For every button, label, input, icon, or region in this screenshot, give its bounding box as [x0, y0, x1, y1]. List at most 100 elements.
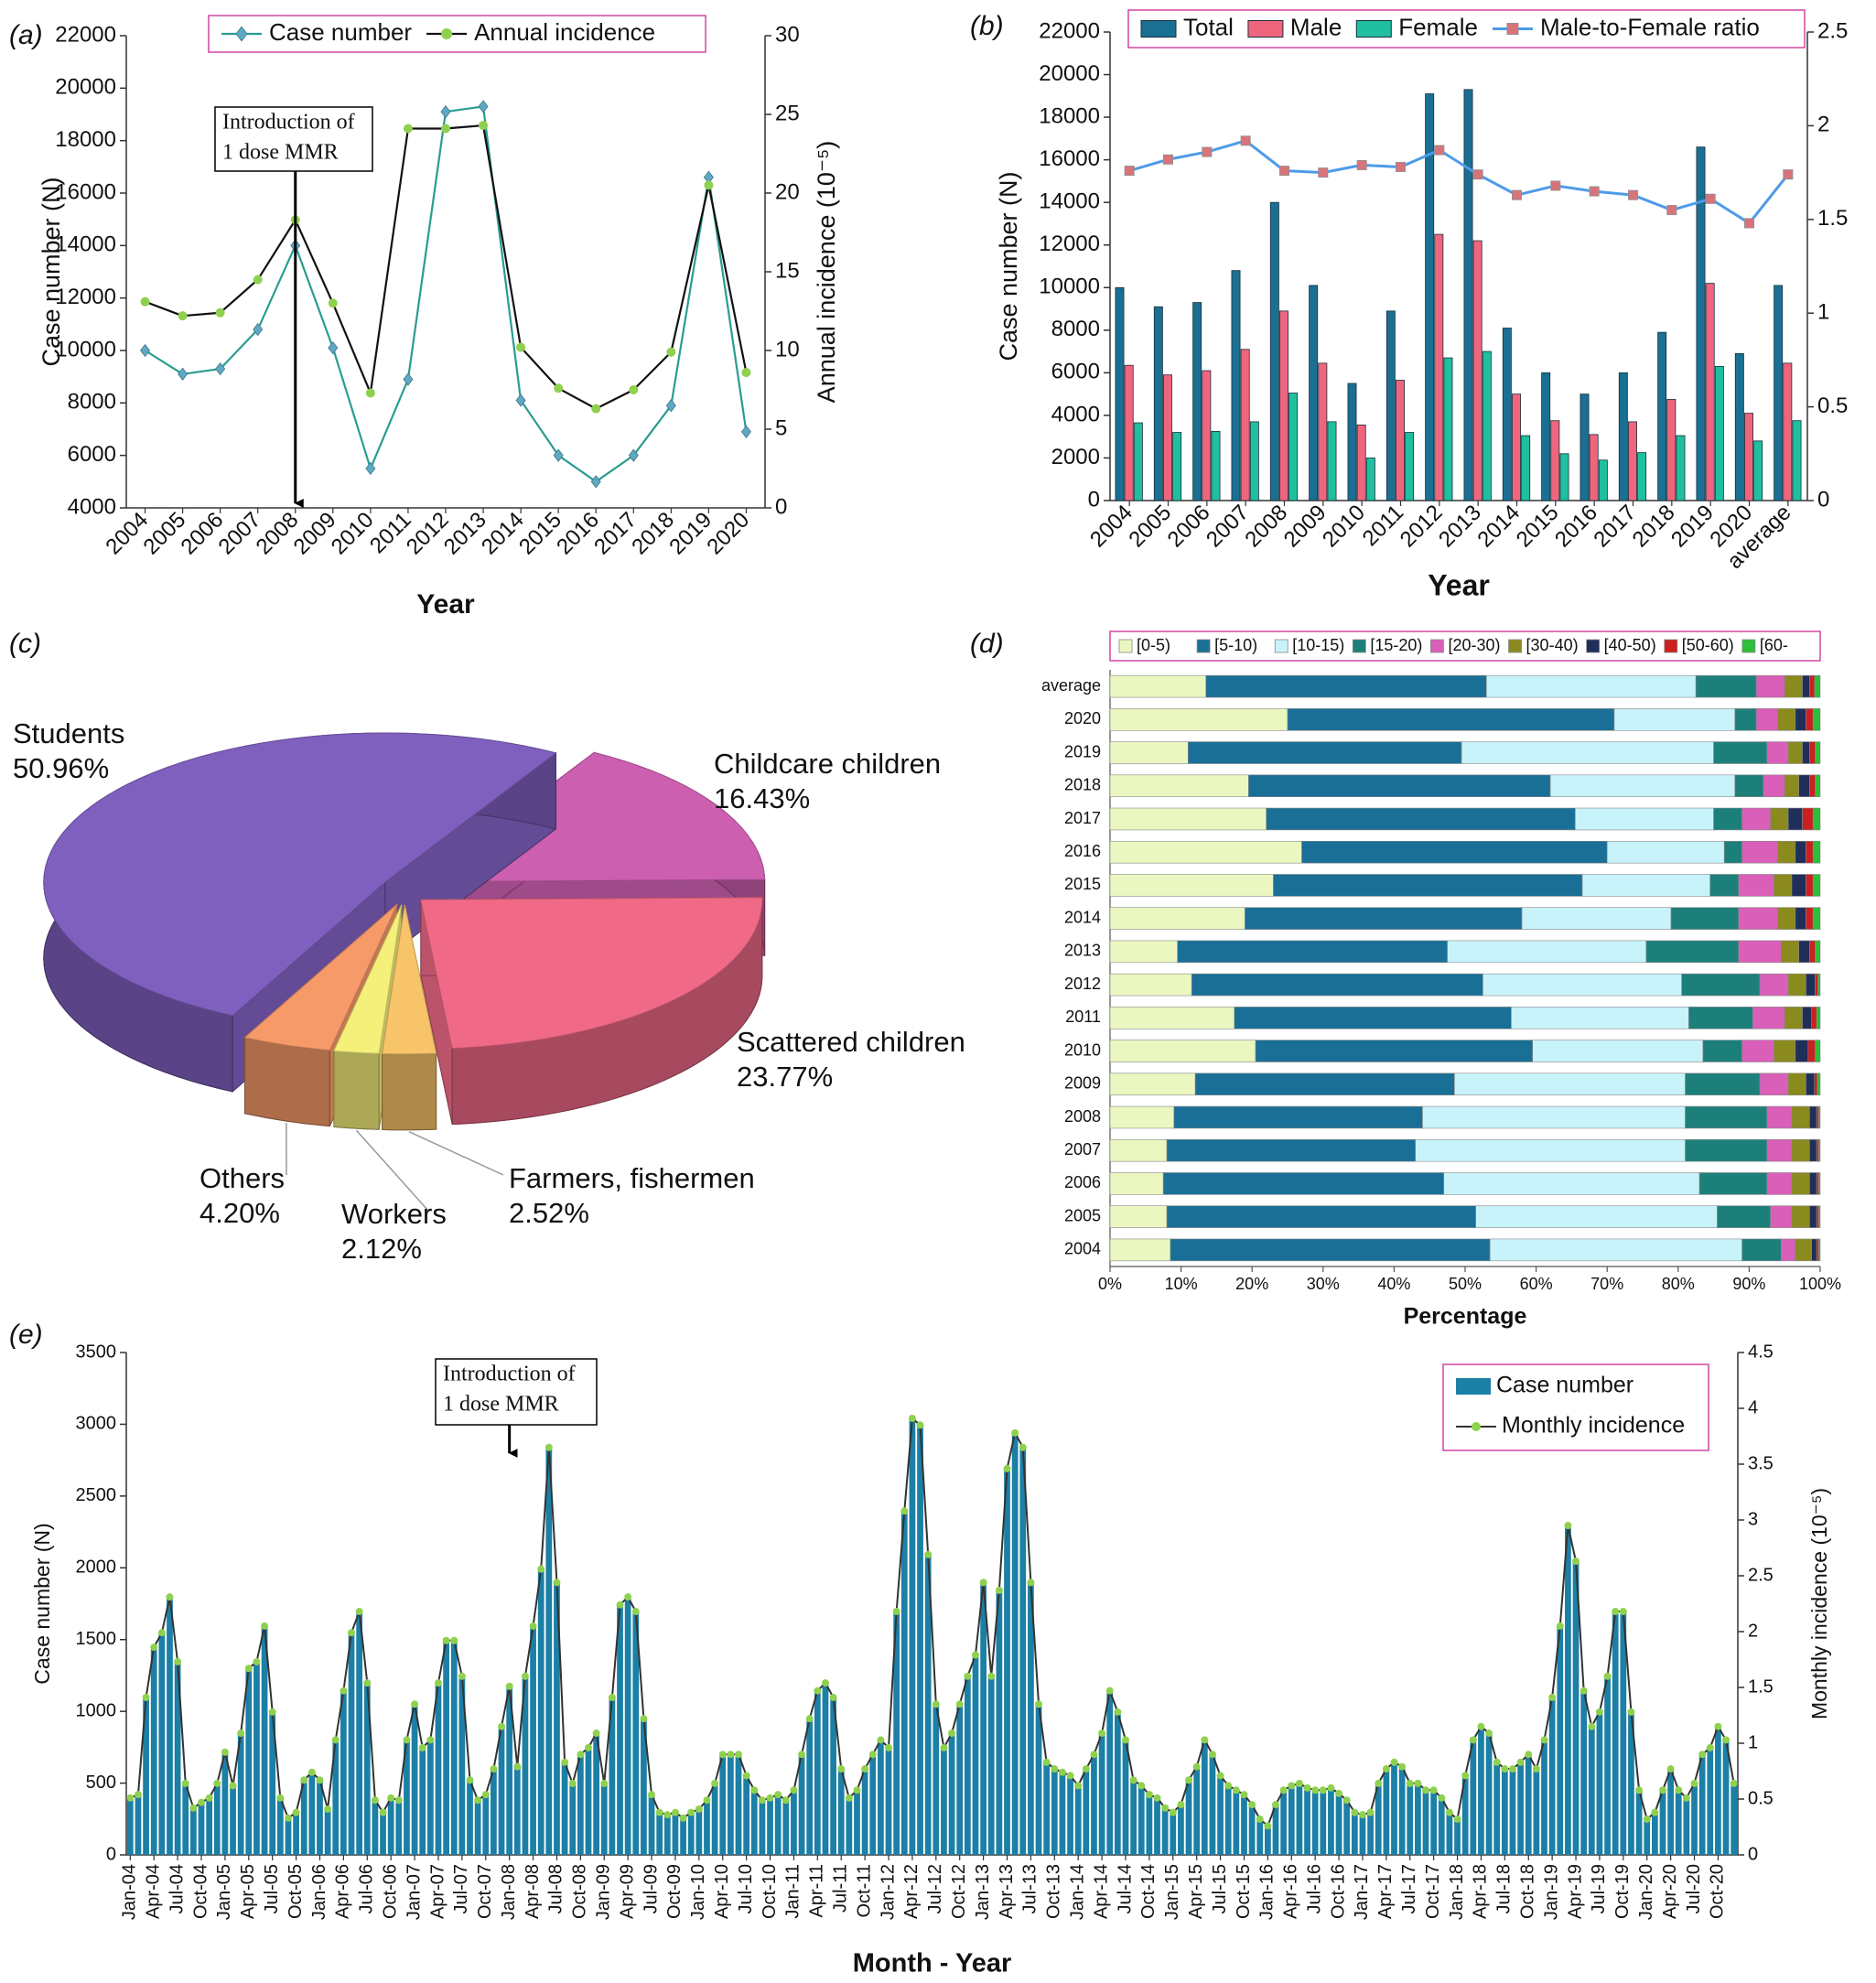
line-marker	[1722, 1736, 1730, 1744]
x-tick-label: Oct-20	[1708, 1864, 1728, 1919]
bar-segment	[1812, 807, 1821, 831]
bar-segment	[1812, 840, 1821, 864]
legend-label: Monthly incidence	[1502, 1413, 1685, 1439]
annotation-text: 1 dose MMR	[443, 1393, 559, 1417]
bar	[1572, 1560, 1580, 1855]
line-marker	[529, 1622, 537, 1630]
x-tick-label: Jul-15	[1210, 1864, 1230, 1913]
bar	[728, 1754, 734, 1855]
line-marker	[1240, 1791, 1248, 1799]
x-tick-label: 2013	[439, 508, 491, 560]
bar-segment	[1774, 874, 1793, 897]
bar	[293, 1811, 299, 1855]
bar	[814, 1689, 821, 1855]
line-marker	[1311, 1786, 1320, 1794]
bar	[577, 1754, 584, 1855]
y2-tick-label: 0.5	[1817, 393, 1848, 418]
line-marker	[1453, 1815, 1461, 1823]
line-marker	[1129, 1776, 1137, 1784]
x-tick-label: Jul-11	[831, 1864, 851, 1913]
line-marker	[1469, 1736, 1477, 1744]
bar	[878, 1740, 884, 1855]
line-marker	[261, 1622, 269, 1630]
bar	[1074, 1785, 1082, 1855]
bar-segment	[1816, 1007, 1821, 1029]
y-tick-label: 2018	[1064, 776, 1101, 794]
x-tick-label: 2013	[1434, 501, 1486, 553]
bar	[1202, 370, 1212, 501]
bar-segment	[1812, 708, 1821, 731]
line-marker	[189, 1804, 198, 1812]
bar	[1657, 331, 1667, 501]
bar-segment	[1245, 907, 1523, 930]
x-tick-label: Apr-06	[333, 1864, 353, 1919]
line-marker	[1121, 1736, 1129, 1744]
line-marker	[663, 1811, 672, 1819]
line-marker	[174, 1657, 182, 1665]
line-marker	[1603, 1672, 1612, 1680]
x-tick-label: Oct-12	[949, 1864, 969, 1919]
bar	[1637, 452, 1647, 501]
bar	[759, 1800, 766, 1855]
x-tick-label: Jul-06	[357, 1864, 377, 1913]
bar-segment	[1812, 874, 1821, 897]
x-tick-label: Jan-12	[878, 1864, 898, 1920]
x-tick-label: Oct-05	[286, 1864, 306, 1919]
line-marker	[568, 1779, 577, 1787]
y2-tick-label: 1.5	[1748, 1676, 1774, 1697]
legend-label: [40-50)	[1604, 636, 1656, 654]
line-marker	[1485, 1730, 1493, 1738]
line-marker	[940, 1743, 948, 1751]
line-marker	[1619, 1608, 1627, 1616]
bar	[1327, 421, 1337, 501]
y-tick-label: 22000	[1039, 18, 1100, 43]
line-marker	[1548, 1693, 1557, 1701]
bar	[158, 1632, 166, 1855]
x-tick-label: 2015	[514, 508, 566, 560]
bar-segment	[1806, 973, 1816, 997]
bar	[1385, 310, 1396, 501]
line-marker	[150, 1644, 158, 1652]
bar	[372, 1800, 379, 1855]
bar	[569, 1783, 577, 1855]
leader-line	[355, 1129, 429, 1212]
y-tick-label: 8000	[68, 390, 116, 415]
line-marker	[537, 1565, 545, 1573]
x-tick-label: 70%	[1590, 1275, 1623, 1293]
x-tick-label: 2016	[1550, 501, 1602, 553]
bar	[1280, 1790, 1288, 1855]
line-marker	[166, 1593, 174, 1601]
x-axis-title: Month - Year	[853, 1949, 1012, 1978]
y-tick-label: 22000	[55, 22, 116, 47]
line-marker	[1580, 1687, 1588, 1695]
leader-line	[408, 1131, 504, 1176]
bar	[1083, 1768, 1090, 1855]
bar	[1211, 430, 1221, 501]
bar-segment	[1806, 840, 1814, 864]
line-marker	[1192, 1762, 1201, 1771]
panel-label: (b)	[970, 11, 1004, 41]
bar	[1035, 1704, 1042, 1855]
bar-segment	[1606, 840, 1725, 864]
line-marker	[1264, 1822, 1272, 1830]
bar-segment	[1685, 1138, 1768, 1162]
line-marker	[1422, 1786, 1430, 1794]
bar	[198, 1801, 205, 1855]
bar-segment	[1166, 1138, 1416, 1162]
bar-segment	[1806, 874, 1814, 897]
bar	[1425, 93, 1435, 501]
bar	[1351, 1811, 1358, 1855]
bar	[190, 1807, 197, 1855]
x-tick-label: Oct-06	[380, 1864, 400, 1919]
legend-box	[1109, 630, 1821, 662]
bar	[1309, 285, 1319, 501]
line-marker	[1035, 1700, 1043, 1708]
bar-segment	[1809, 940, 1816, 964]
y2-tick-label: 4.5	[1748, 1342, 1774, 1362]
bar	[474, 1800, 481, 1855]
bar	[1178, 1805, 1184, 1855]
bar-segment	[1109, 940, 1179, 964]
bar	[1019, 1445, 1027, 1855]
line-marker	[971, 1651, 979, 1659]
